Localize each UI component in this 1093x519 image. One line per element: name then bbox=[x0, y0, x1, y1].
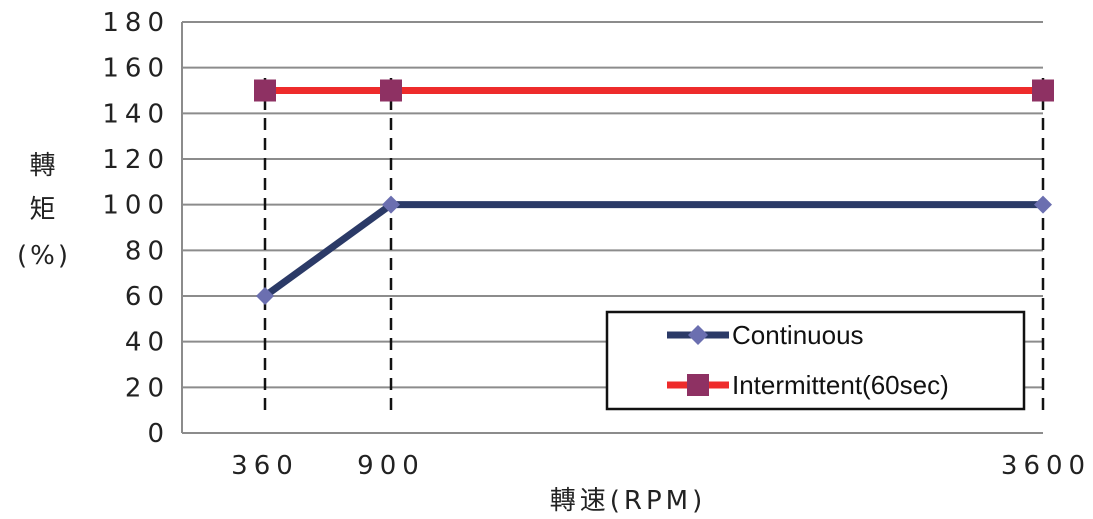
data-point-diamond bbox=[382, 195, 400, 214]
axis-layer bbox=[181, 22, 1043, 434]
label-layer: 0 20 40 60 80 100 120 140 160 180 360 900 3600 轉速(RPM… bbox=[17, 8, 1091, 516]
data-point-diamond bbox=[256, 287, 274, 305]
data-point-diamond bbox=[1034, 195, 1052, 214]
legend-marker-square bbox=[687, 374, 709, 396]
data-point-square bbox=[254, 79, 276, 102]
legend-box bbox=[605, 310, 1026, 411]
y-axis-title: 轉 bbox=[29, 151, 58, 181]
x-tick-label: 3600 bbox=[1001, 451, 1091, 481]
y-tick-label: 80 bbox=[125, 236, 170, 266]
y-tick-label: 60 bbox=[125, 282, 170, 312]
guide-layer bbox=[263, 78, 1045, 412]
y-tick-label: 40 bbox=[125, 328, 170, 358]
y-tick-label: 20 bbox=[125, 373, 170, 403]
y-tick-label: 120 bbox=[102, 145, 170, 175]
y-tick-label: 100 bbox=[102, 191, 170, 221]
y-tick-label: 180 bbox=[102, 8, 170, 38]
series-layer bbox=[254, 79, 1054, 305]
y-tick-label: 160 bbox=[102, 54, 170, 84]
legend: Continuous Intermittent(60sec) bbox=[605, 310, 1026, 411]
y-axis-title: 矩 bbox=[29, 195, 58, 225]
x-axis-title: 轉速(RPM) bbox=[550, 486, 706, 516]
x-tick-label: 360 bbox=[231, 451, 299, 481]
x-tick-label: 900 bbox=[357, 451, 425, 481]
y-tick-label: 140 bbox=[102, 99, 170, 129]
legend-label: Intermittent(60sec) bbox=[732, 370, 949, 400]
y-axis-title: (%) bbox=[17, 241, 71, 271]
y-tick-label: 0 bbox=[147, 419, 170, 449]
data-point-square bbox=[1032, 79, 1054, 102]
legend-marker-diamond bbox=[688, 325, 708, 345]
legend-label: Continuous bbox=[732, 320, 864, 350]
data-point-square bbox=[380, 79, 402, 102]
